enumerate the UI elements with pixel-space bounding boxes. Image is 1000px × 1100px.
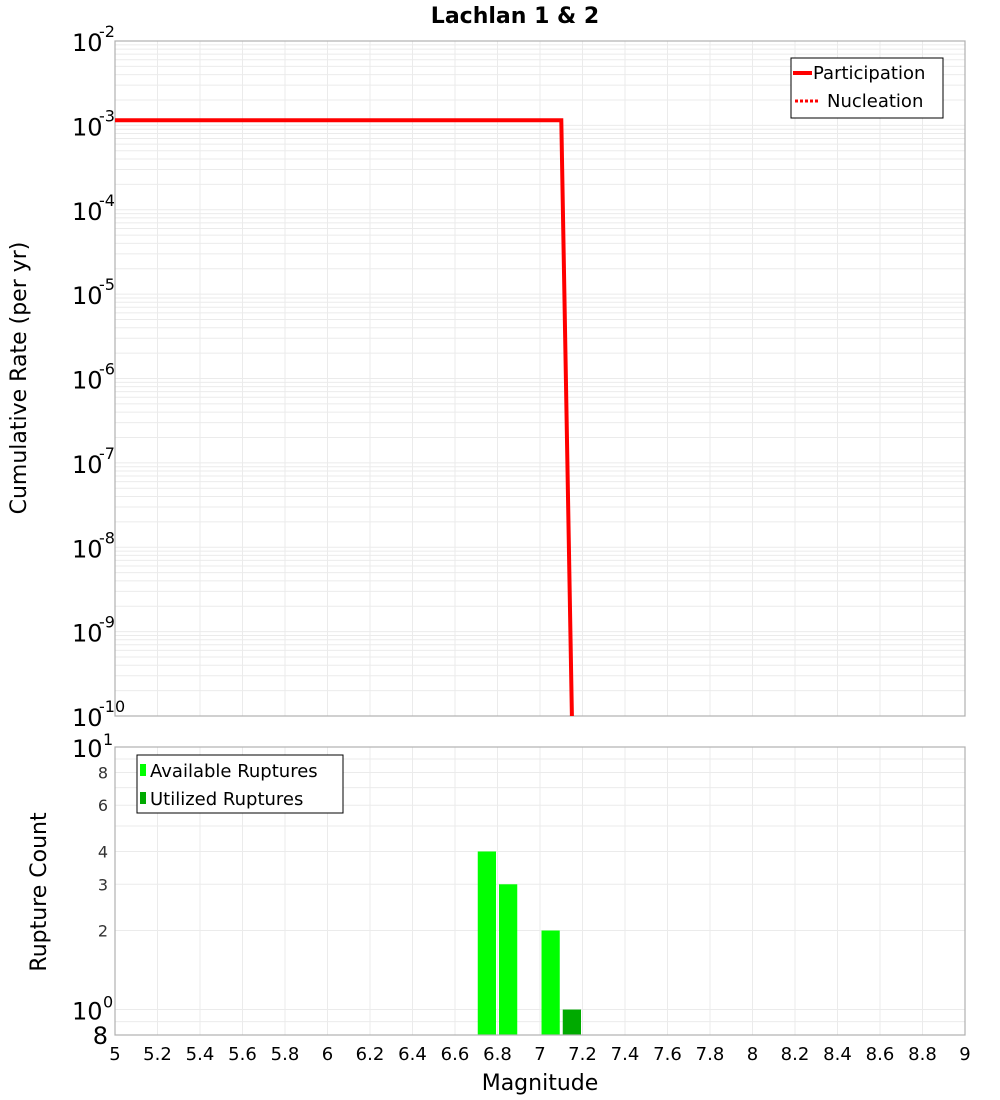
svg-text:10: 10 [72,29,103,57]
svg-text:10: 10 [72,735,103,763]
svg-text:5.2: 5.2 [143,1044,172,1065]
svg-text:8: 8 [747,1044,758,1065]
svg-text:9: 9 [959,1044,970,1065]
svg-text:-8: -8 [99,528,115,547]
x-axis-label: Magnitude [482,1071,599,1096]
top-y-ticks: 10-210-310-410-510-610-710-810-910-10 [72,22,125,732]
svg-text:6.8: 6.8 [483,1044,512,1065]
svg-text:5.6: 5.6 [228,1044,257,1065]
svg-text:8.6: 8.6 [866,1044,895,1065]
svg-text:5.4: 5.4 [186,1044,215,1065]
utilized-legend-swatch [140,792,146,804]
svg-text:6.2: 6.2 [356,1044,385,1065]
svg-text:10: 10 [72,998,103,1026]
svg-text:10: 10 [72,451,103,479]
svg-text:5.8: 5.8 [271,1044,300,1065]
svg-text:4: 4 [98,842,108,861]
svg-text:-10: -10 [99,697,125,716]
svg-text:8.4: 8.4 [823,1044,852,1065]
participation-legend-label: Participation [813,63,925,84]
svg-text:-7: -7 [99,444,115,463]
svg-text:6: 6 [322,1044,333,1065]
svg-text:7.6: 7.6 [653,1044,682,1065]
top-y-axis-label: Cumulative Rate (per yr) [7,242,32,515]
svg-text:8: 8 [98,763,108,782]
svg-text:6.6: 6.6 [441,1044,470,1065]
svg-text:-6: -6 [99,360,115,379]
histogram-bar [541,930,560,1035]
bottom-legend-box [136,754,344,814]
svg-text:-9: -9 [99,613,115,632]
svg-text:6.4: 6.4 [398,1044,427,1065]
available-legend-swatch [140,764,146,776]
chart-title: Lachlan 1 & 2 [431,4,599,29]
top-plot: 10-210-310-410-510-610-710-810-910-10 Pa… [72,22,966,732]
top-plot-frame [114,40,966,717]
available-legend-label: Available Ruptures [150,761,318,782]
top-grid [115,41,966,716]
utilized-legend-label: Utilized Ruptures [150,789,303,810]
svg-text:-3: -3 [99,106,115,125]
svg-text:6: 6 [98,796,108,815]
bottom-y-axis-label: Rupture Count [27,812,52,972]
svg-text:-2: -2 [99,22,115,41]
histogram-bars [477,851,581,1035]
svg-text:10: 10 [72,282,103,310]
bottom-legend: Available Ruptures Utilized Ruptures [136,754,344,814]
histogram-bar [562,1009,581,1035]
svg-text:-4: -4 [99,191,115,210]
nucleation-legend-label: Nucleation [827,91,923,112]
svg-text:10: 10 [72,620,103,648]
histogram-bar [499,884,518,1035]
svg-text:3: 3 [98,875,108,894]
svg-text:-5: -5 [99,275,115,294]
participation-line [115,118,574,717]
svg-text:0: 0 [103,993,113,1012]
svg-text:10: 10 [72,535,103,563]
histogram-bar [477,851,496,1035]
svg-text:2: 2 [98,922,108,941]
svg-text:7: 7 [534,1044,545,1065]
svg-text:10: 10 [72,113,103,141]
svg-text:8: 8 [93,1022,108,1050]
svg-text:7.4: 7.4 [611,1044,640,1065]
svg-text:10: 10 [72,704,103,732]
svg-text:7.2: 7.2 [568,1044,597,1065]
bottom-plot-frame [114,746,966,1036]
x-ticks: 5 5.2 5.4 5.6 5.8 6 6.2 6.4 6.6 6.8 7 7.2 7.4 7.6 7.8 8… [109,1044,970,1065]
svg-text:5: 5 [109,1044,120,1065]
top-legend-box [790,57,944,119]
top-legend: Participation Nucleation [790,57,944,119]
svg-text:10: 10 [72,367,103,395]
svg-text:8.2: 8.2 [781,1044,810,1065]
svg-text:10: 10 [72,198,103,226]
svg-text:7.8: 7.8 [696,1044,725,1065]
svg-text:1: 1 [103,730,113,749]
svg-text:8.8: 8.8 [908,1044,937,1065]
